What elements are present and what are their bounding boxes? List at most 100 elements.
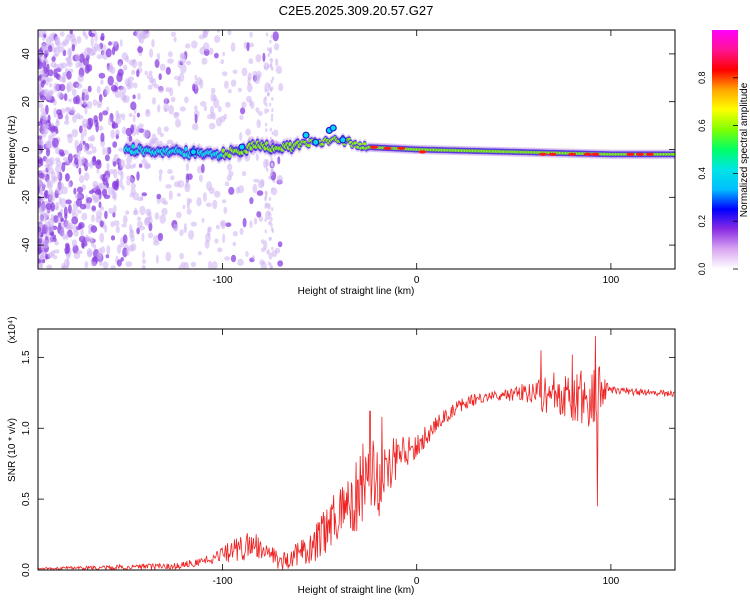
spectrogram-speckle <box>145 110 151 117</box>
spectrogram-speckle <box>106 245 111 255</box>
spectrogram-speckle <box>177 180 185 188</box>
spectrogram-speckle <box>110 235 116 241</box>
spectrogram-speckle <box>239 115 244 120</box>
spectrogram-blob <box>329 124 337 132</box>
spectrogram-speckle <box>67 55 72 66</box>
spectrogram-speckle <box>271 131 274 136</box>
spectrogram-speckle <box>202 192 207 202</box>
spectrogram-speckle <box>245 128 252 136</box>
y-tick-label: 0.5 <box>21 492 32 506</box>
spectrogram-speckle <box>235 186 241 194</box>
spectrogram-speckle <box>112 212 116 218</box>
spectrogram-speckle <box>142 33 146 40</box>
spectrogram-speckle <box>158 73 162 81</box>
spectrogram-speckle <box>60 62 68 69</box>
spectrogram-speckle <box>248 58 254 65</box>
spectrogram-speckle <box>38 237 43 244</box>
spectrogram-speckle <box>165 184 172 189</box>
spectrogram-speckle <box>264 190 268 195</box>
spectrogram-speckle <box>222 233 226 244</box>
spectrogram-speckle <box>120 92 126 101</box>
spectrogram-speckle <box>117 168 124 176</box>
spectrogram-speckle <box>131 59 138 69</box>
spectrogram-speckle <box>115 110 120 119</box>
spectrogram-speckle <box>214 190 221 198</box>
spectrogram-speckle <box>137 46 144 53</box>
spectrogram-speckle <box>180 63 187 74</box>
spectrogram-speckle <box>240 107 246 115</box>
spectrogram-speckle <box>224 80 229 90</box>
spectrogram-speckle <box>119 39 123 47</box>
spectrogram-speckle <box>269 39 272 44</box>
spectrogram-speckle <box>67 181 72 188</box>
spectrogram-speckle <box>214 52 219 59</box>
spectrogram-speckle <box>130 177 135 184</box>
spectrogram-speckle <box>249 99 253 107</box>
spectrogram-speckle <box>133 82 138 89</box>
spectrogram-speckle <box>267 211 271 216</box>
spectrogram-speckle <box>41 130 47 138</box>
spectrogram-speckle <box>52 137 59 148</box>
spectrogram-speckle <box>225 101 231 108</box>
spectrogram-speckle <box>198 174 203 183</box>
spectrogram-speckle <box>129 192 135 198</box>
spectrogram-speckle <box>159 63 166 71</box>
spectrogram-speckle <box>75 53 81 62</box>
spectrogram-speckle <box>110 220 115 228</box>
spectrogram-speckle <box>100 36 105 41</box>
y-tick-label: 40 <box>21 48 32 60</box>
spectrogram-speckle <box>141 264 146 269</box>
spectrogram-speckle <box>265 32 269 37</box>
spectrogram-speckle <box>56 118 60 124</box>
spectrogram-speckle <box>220 59 225 65</box>
spectrogram-speckle <box>269 265 272 269</box>
spectrogram-peak <box>548 152 557 156</box>
spectrogram-speckle <box>136 216 142 222</box>
spectrogram-speckle <box>85 35 89 40</box>
spectrogram-speckle <box>269 87 273 92</box>
spectrogram-ridge-cell <box>129 149 134 155</box>
spectrogram-speckle <box>74 193 81 199</box>
spectrogram-peak <box>418 150 427 154</box>
spectrogram-speckle <box>96 54 103 60</box>
spectrogram-speckle <box>222 51 226 57</box>
spectrogram-speckle <box>105 48 112 58</box>
spectrogram-speckle <box>91 214 95 223</box>
spectrogram-speckle <box>237 157 242 163</box>
spectrogram-speckle <box>148 222 153 232</box>
spectrogram-speckle <box>241 170 247 177</box>
spectrogram-speckle <box>84 261 89 269</box>
spectrogram-speckle <box>55 146 60 155</box>
spectrogram-speckle <box>108 207 114 214</box>
spectrogram-speckle <box>110 84 118 92</box>
y-tick-label: -20 <box>21 190 32 205</box>
spectrogram-speckle <box>105 254 110 259</box>
spectrogram-speckle <box>38 103 44 109</box>
spectrogram-speckle <box>50 202 55 212</box>
spectrogram-speckle <box>208 122 216 130</box>
spectrogram-speckle <box>228 186 235 195</box>
spectrogram-speckle <box>194 74 198 81</box>
spectrogram-speckle <box>79 175 85 184</box>
spectrogram-speckle <box>104 154 110 162</box>
spectrogram-speckle <box>192 83 196 92</box>
spectrogram-speckle <box>69 108 76 114</box>
spectrogram-speckle <box>69 30 73 35</box>
snr-y-axis: 0.0 0.5 1.0 1.5 <box>21 350 675 577</box>
colorbar-tick-label: 0.8 <box>697 72 707 85</box>
spectrogram-speckle <box>38 135 43 140</box>
spectrogram-speckle <box>270 65 273 70</box>
spectrogram-peak <box>583 152 592 156</box>
spectrogram-speckle <box>84 106 88 115</box>
spectrogram-speckle <box>111 120 116 129</box>
spectrogram-speckle <box>219 220 227 227</box>
spectrogram-speckle <box>93 115 98 123</box>
spectrogram-speckle <box>266 64 270 69</box>
spectrogram-speckle <box>256 211 262 218</box>
spectrogram-speckle <box>201 57 208 65</box>
spectrogram-speckle <box>63 120 70 125</box>
spectrogram-speckle <box>38 138 44 145</box>
spectrogram-speckle <box>99 206 105 211</box>
spectrogram-speckle <box>145 208 152 216</box>
